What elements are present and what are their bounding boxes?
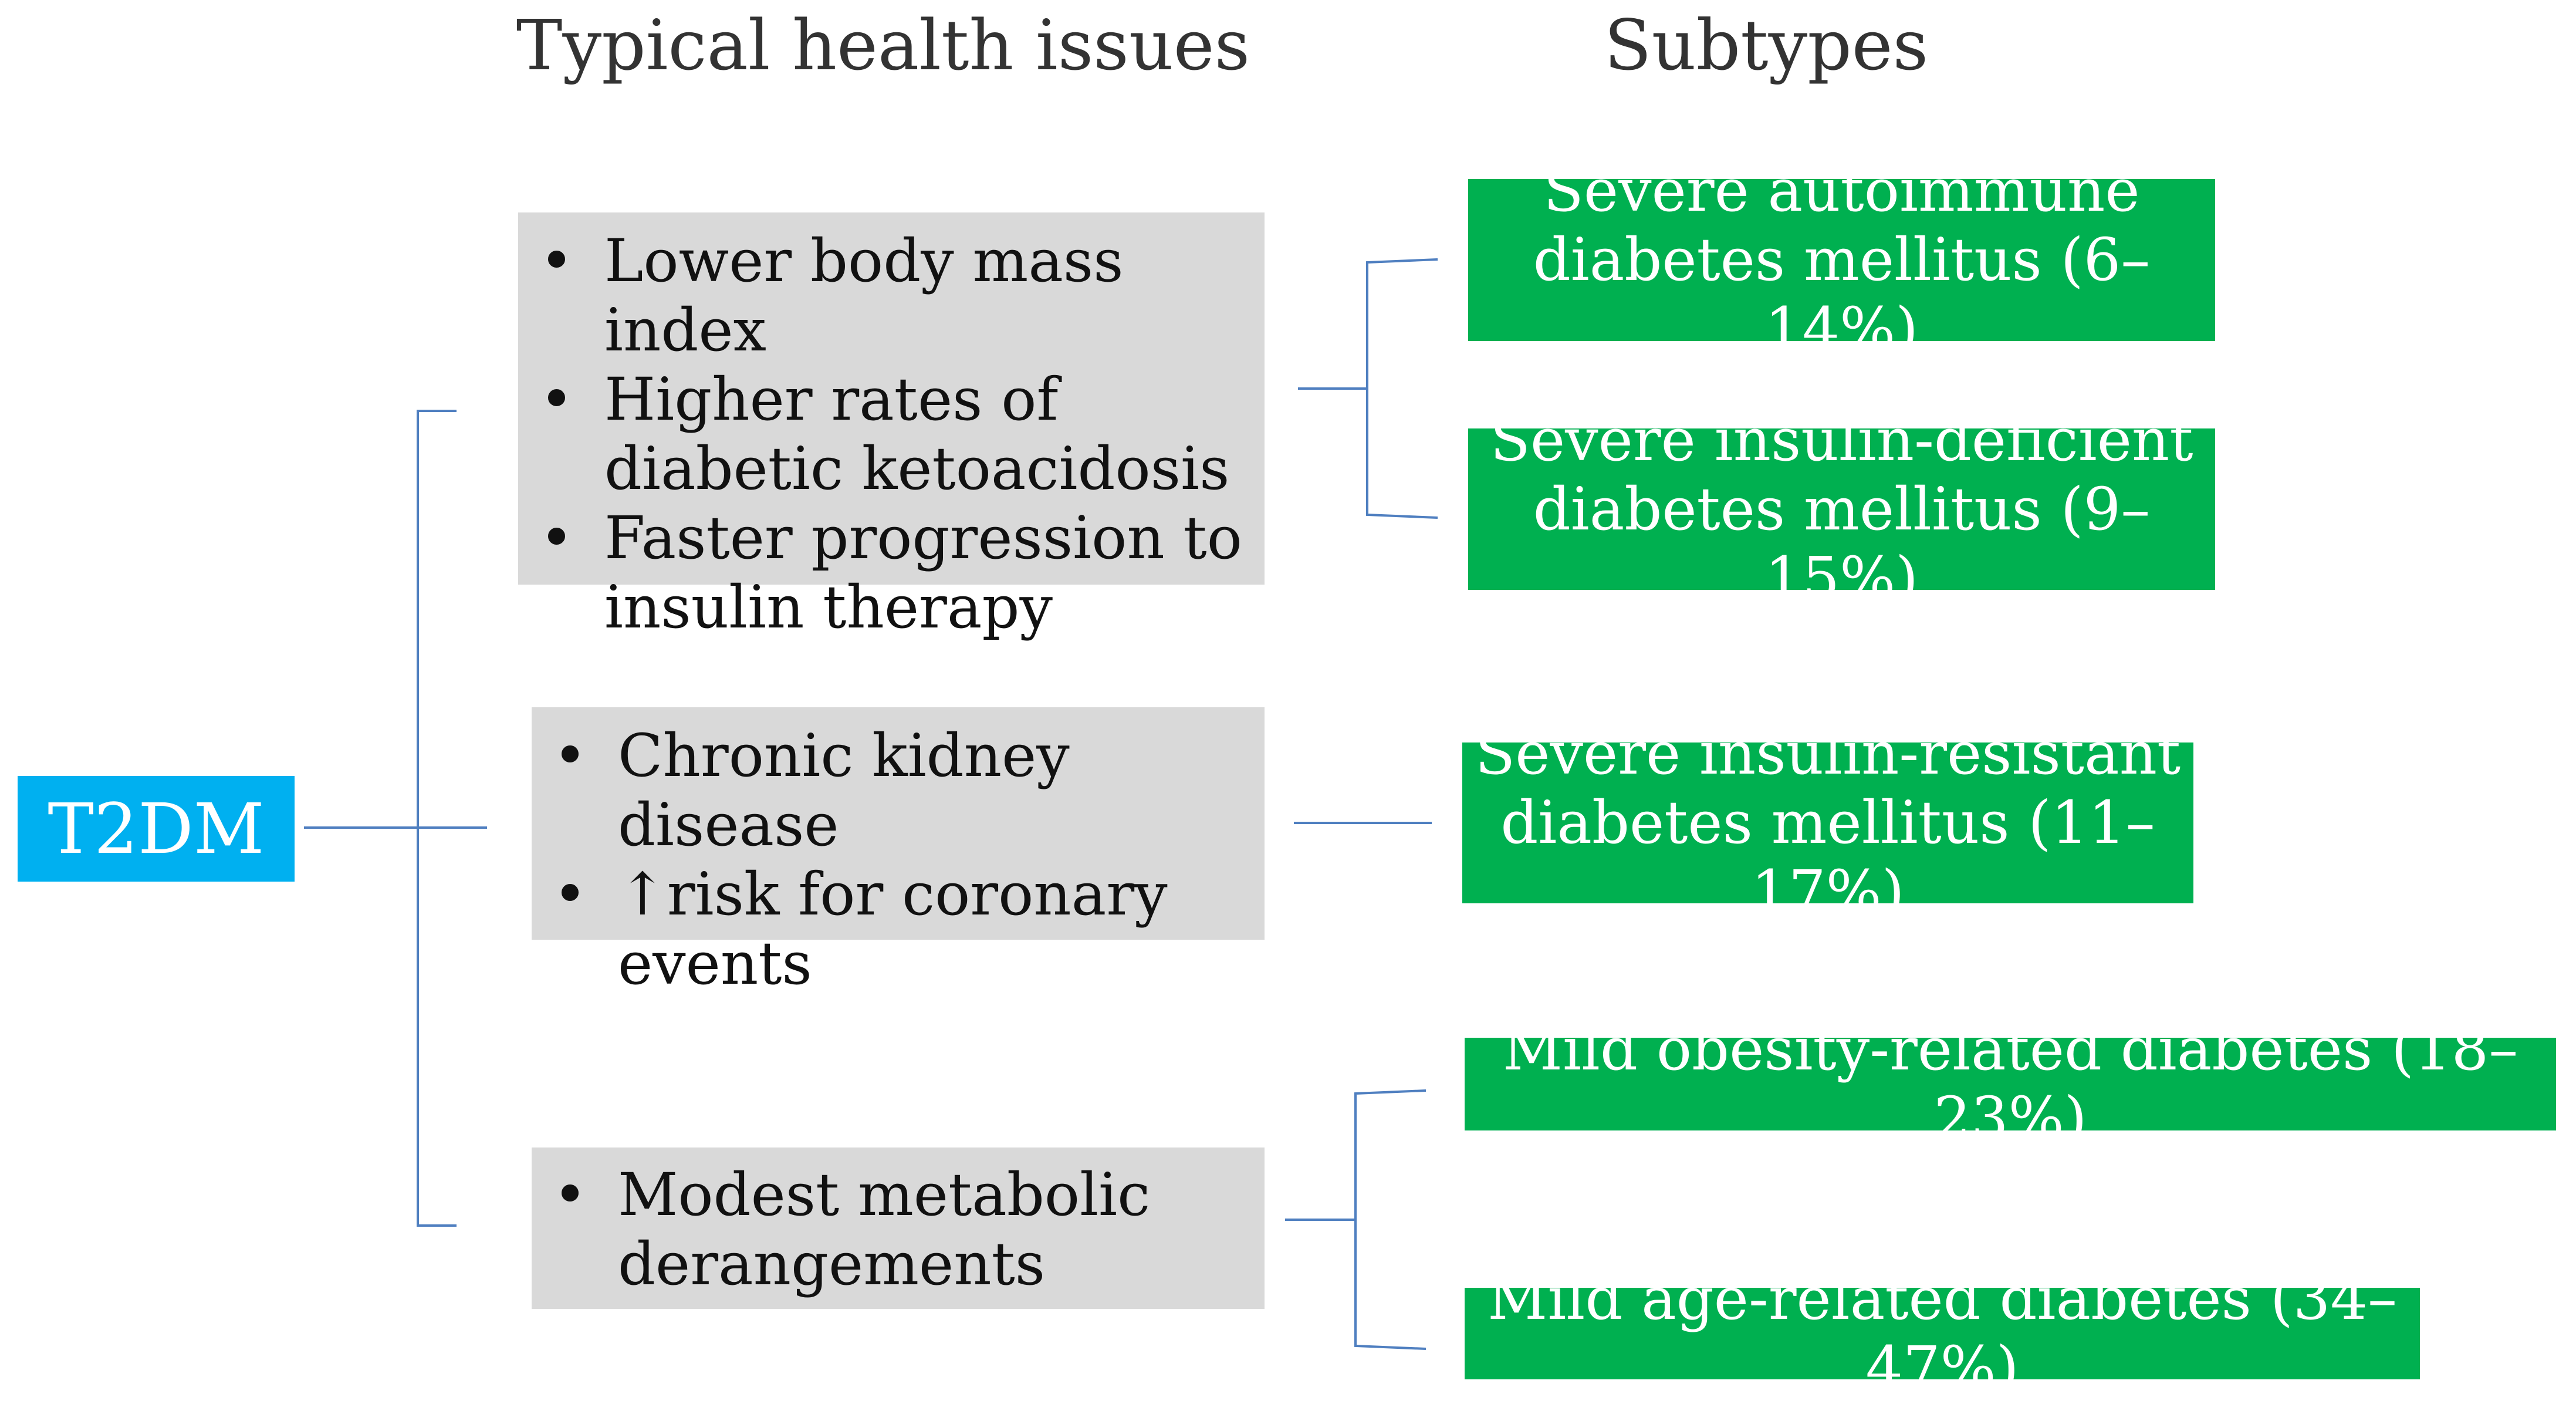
issue-item: Faster progression to insulin therapy xyxy=(518,504,1265,642)
subtype-severe-insulin-resistant: Severe insulin-resistant diabetes mellit… xyxy=(1462,719,2193,926)
group1-bracket xyxy=(1366,258,1438,519)
issues-column-header: Typical health issues xyxy=(516,5,1250,86)
issue-item: Chronic kidney disease xyxy=(532,721,1265,860)
group3-bracket xyxy=(1354,1089,1426,1350)
subtype-severe-autoimmune: Severe autoimmune diabetes mellitus (6–1… xyxy=(1468,156,2215,363)
subtypes-column-header: Subtypes xyxy=(1604,5,1929,86)
issue-group-1: Lower body mass index Higher rates of di… xyxy=(518,212,1265,642)
issue-item: Lower body mass index xyxy=(518,227,1265,365)
subtype-mild-obesity-related: Mild obesity-related diabetes (18–23%) xyxy=(1465,1015,2556,1153)
issue-item: Higher rates of diabetic ketoacidosis xyxy=(518,365,1265,504)
issue-item: Modest metabolic derangements xyxy=(532,1160,1265,1299)
t2dm-root-label: T2DM xyxy=(48,788,265,869)
t2dm-root-node: T2DM xyxy=(18,776,295,882)
subtype-mild-age-related: Mild age-related diabetes (34–47%) xyxy=(1465,1264,2420,1402)
subtype-severe-insulin-deficient: Severe insulin-deficient diabetes mellit… xyxy=(1468,406,2215,613)
issue-item: ↑risk for coronary events xyxy=(532,860,1265,998)
issue-group-3: Modest metabolic derangements xyxy=(532,1148,1265,1309)
issue-group-2: Chronic kidney disease ↑risk for coronar… xyxy=(532,707,1265,998)
main-bracket xyxy=(417,410,457,1227)
